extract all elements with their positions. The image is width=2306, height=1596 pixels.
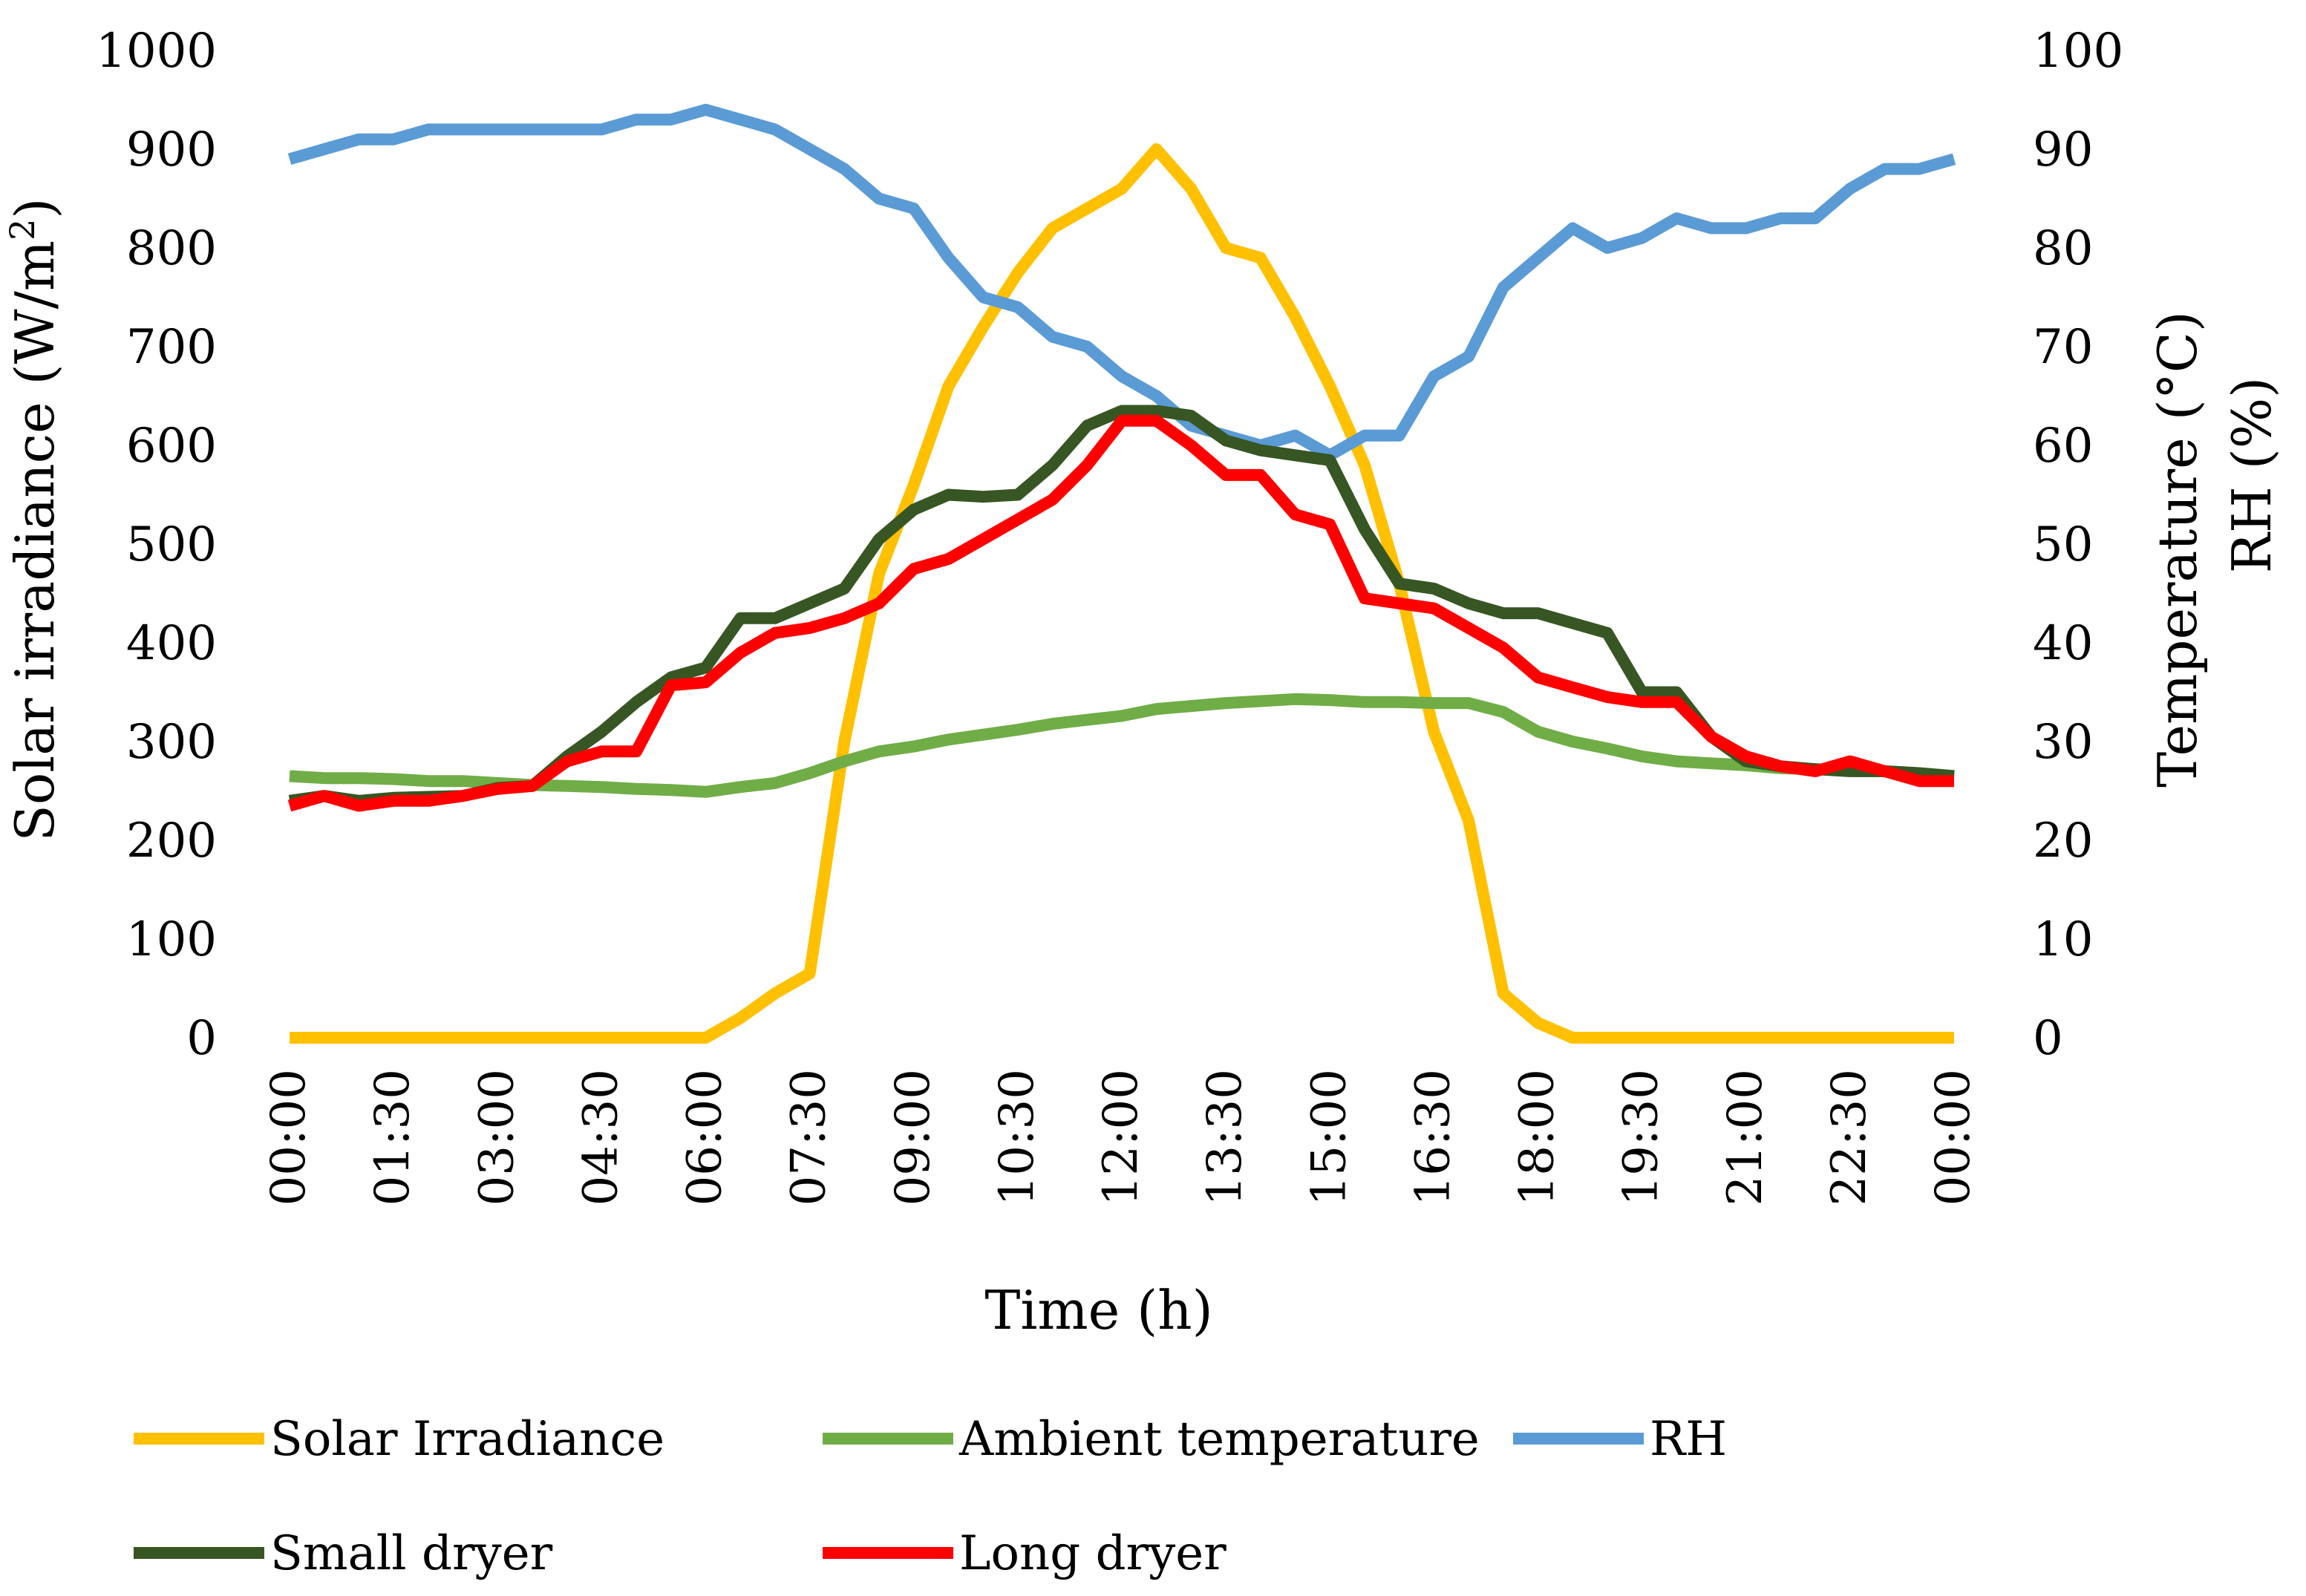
x-tick-label: 19:30 (1614, 1069, 1669, 1206)
y-axis-title: Solar irradiance (W/m2) (2, 198, 66, 842)
legend-label-small-dryer: Small dryer (270, 1526, 553, 1581)
y-left-tick-label: 100 (126, 912, 217, 967)
series-line-rh (287, 103, 1956, 462)
x-tick-label: 01:30 (365, 1069, 420, 1206)
y-right-tick-label: 0 (2033, 1011, 2063, 1066)
y-left-tick-label: 1000 (96, 24, 217, 79)
x-tick-label: 04:30 (573, 1069, 628, 1206)
y-right-tick-label: 20 (2033, 814, 2093, 869)
x-tick-label: 12:00 (1094, 1069, 1149, 1206)
series-line-long-dryer (287, 414, 1954, 812)
y-right-tick-label: 80 (2033, 221, 2093, 276)
series-lines (287, 103, 1956, 1044)
x-tick-label: 07:30 (782, 1069, 837, 1206)
x-tick-label: 03:00 (469, 1069, 524, 1206)
x-tick-label: 09:00 (886, 1069, 941, 1206)
legend-label-ambient-temperature: Ambient temperature (958, 1412, 1480, 1467)
y-left-tick-label: 300 (126, 715, 217, 770)
series-line-small-dryer (288, 405, 1955, 807)
y-left-tick-label: 500 (126, 517, 217, 572)
y-right-tick-labels: 0 10 20 30 40 50 60 70 80 90 100 (2033, 24, 2123, 1066)
y-right-tick-label: 60 (2033, 419, 2093, 474)
legend: Solar Irradiance Ambient temperature RH Sma… (134, 1412, 1727, 1581)
x-tick-label: 22:30 (1822, 1069, 1877, 1206)
series-line-ambient-temperature (289, 693, 1955, 798)
y-right-tick-label: 50 (2033, 517, 2093, 572)
x-tick-label: 13:30 (1198, 1069, 1252, 1206)
x-tick-labels: 00:00 01:30 03:00 04:30 06:00 07:30 09:00 10:30… (261, 1069, 1981, 1206)
x-tick-label: 16:30 (1405, 1069, 1460, 1206)
legend-label-long-dryer: Long dryer (959, 1526, 1227, 1581)
x-tick-label: 21:00 (1718, 1069, 1773, 1206)
y3-axis-title: RH (%) (2221, 377, 2283, 573)
x-tick-label: 18:00 (1510, 1069, 1565, 1206)
y-left-tick-labels: 0 100 200 300 400 500 600 700 800 900 1000 (96, 24, 217, 1066)
y2-axis-title: Temperature (°C) (2146, 311, 2209, 788)
y-right-tick-label: 100 (2033, 24, 2123, 79)
y-left-tick-label: 600 (126, 419, 217, 474)
y-right-tick-label: 40 (2033, 616, 2093, 671)
x-tick-label: 00:00 (261, 1069, 316, 1206)
x-tick-label: 15:00 (1301, 1069, 1356, 1206)
y-right-tick-label: 30 (2033, 715, 2093, 770)
y-left-tick-label: 800 (126, 221, 217, 276)
x-tick-label: 10:30 (990, 1069, 1045, 1206)
series-line-solar-irradiance (290, 143, 1954, 1044)
y-left-tick-label: 200 (126, 814, 217, 869)
legend-label-solar-irradiance: Solar Irradiance (270, 1412, 664, 1467)
y-right-tick-label: 10 (2033, 912, 2093, 967)
x-tick-label: 00:00 (1926, 1069, 1981, 1206)
y-left-tick-label: 0 (186, 1011, 217, 1066)
y-right-tick-label: 70 (2033, 320, 2093, 375)
y-left-tick-label: 400 (126, 616, 217, 671)
x-axis-title: Time (h) (984, 1279, 1212, 1341)
y-left-tick-label: 900 (126, 122, 217, 177)
x-tick-label: 06:00 (678, 1069, 733, 1206)
y-right-tick-label: 90 (2033, 122, 2093, 177)
y-left-tick-label: 700 (126, 320, 217, 375)
legend-label-rh: RH (1650, 1412, 1727, 1467)
